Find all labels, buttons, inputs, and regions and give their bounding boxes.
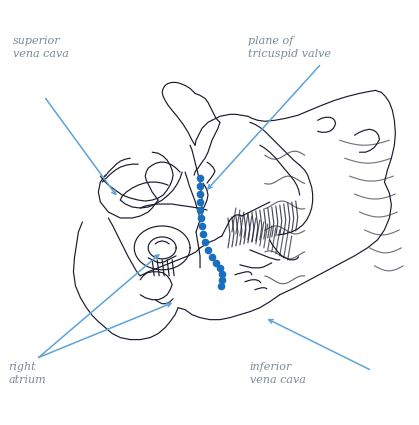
Text: right
atrium: right atrium bbox=[9, 362, 46, 385]
Text: inferior
vena cava: inferior vena cava bbox=[250, 362, 306, 385]
Text: superior
vena cava: superior vena cava bbox=[13, 36, 69, 59]
Text: plane of
tricuspid valve: plane of tricuspid valve bbox=[248, 36, 331, 59]
